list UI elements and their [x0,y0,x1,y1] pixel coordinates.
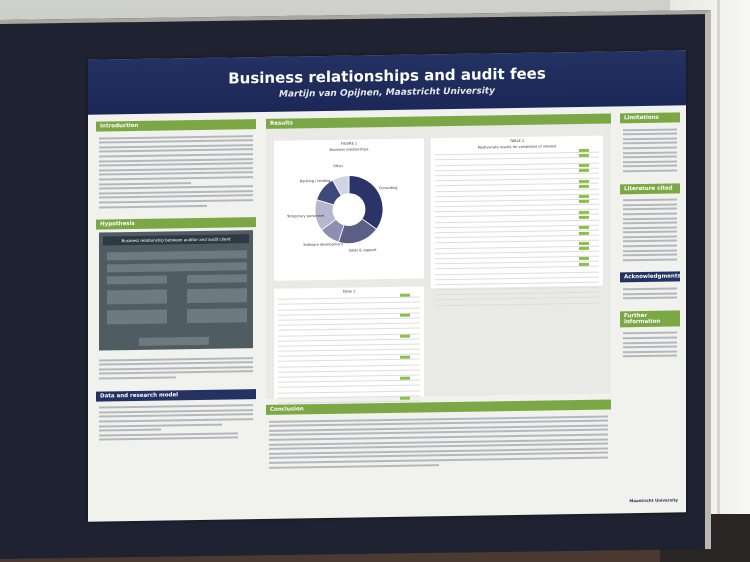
slice-label: Consulting [379,186,398,190]
section-literature: Literature cited [620,182,680,267]
slice-label: Software development [303,242,343,247]
donut-chart: Consulting Sales & support Software develo… [286,164,398,252]
section-data: Data and research model [96,388,256,447]
section-heading: Hypothesis [96,217,256,230]
section-introduction: Introduction [96,119,256,214]
column-right: Limitations Literature cited Acknowledgm… [620,112,681,369]
section-heading: Results [266,113,611,129]
window-frame [717,0,720,562]
introduction-text [96,129,256,214]
table-2: TABLE 2 Multivariate results for variabl… [431,135,603,306]
slice-label: Sales & support [349,248,377,252]
data-text [96,399,256,447]
hypothesis-diagram: Business relationship between auditor an… [99,230,253,351]
conclusion-text [266,409,611,474]
section-acknowledgments: Acknowledgments [620,271,681,305]
university-logo: Maastricht University [629,497,678,504]
section-hypothesis: Hypothesis Business relationship between… [96,217,256,385]
hypothesis-text [96,351,256,385]
section-conclusion: Conclusion [266,399,611,474]
poster: Business relationships and audit fees Ma… [88,50,686,522]
column-left: Introduction Hypothesis Business relatio… [96,119,256,453]
section-further: Further information [620,310,680,363]
slice-label: Other [333,164,343,168]
table-1: Table 1 [274,286,424,409]
pie-slice [348,175,384,230]
pie-slice [332,175,350,197]
slice-label: Temporary personnel [286,214,324,219]
section-limitations: Limitations [620,112,680,177]
figure-1: FIGURE 1 Business relationships Consulti… [274,138,424,281]
section-results: Results FIGURE 1 Business relationships … [266,113,611,409]
hypothesis-title: Business relationship between auditor an… [103,234,249,246]
section-heading: Further information [620,310,680,328]
slice-label: Banking / lending [300,179,331,183]
poster-header: Business relationships and audit fees Ma… [88,50,686,115]
